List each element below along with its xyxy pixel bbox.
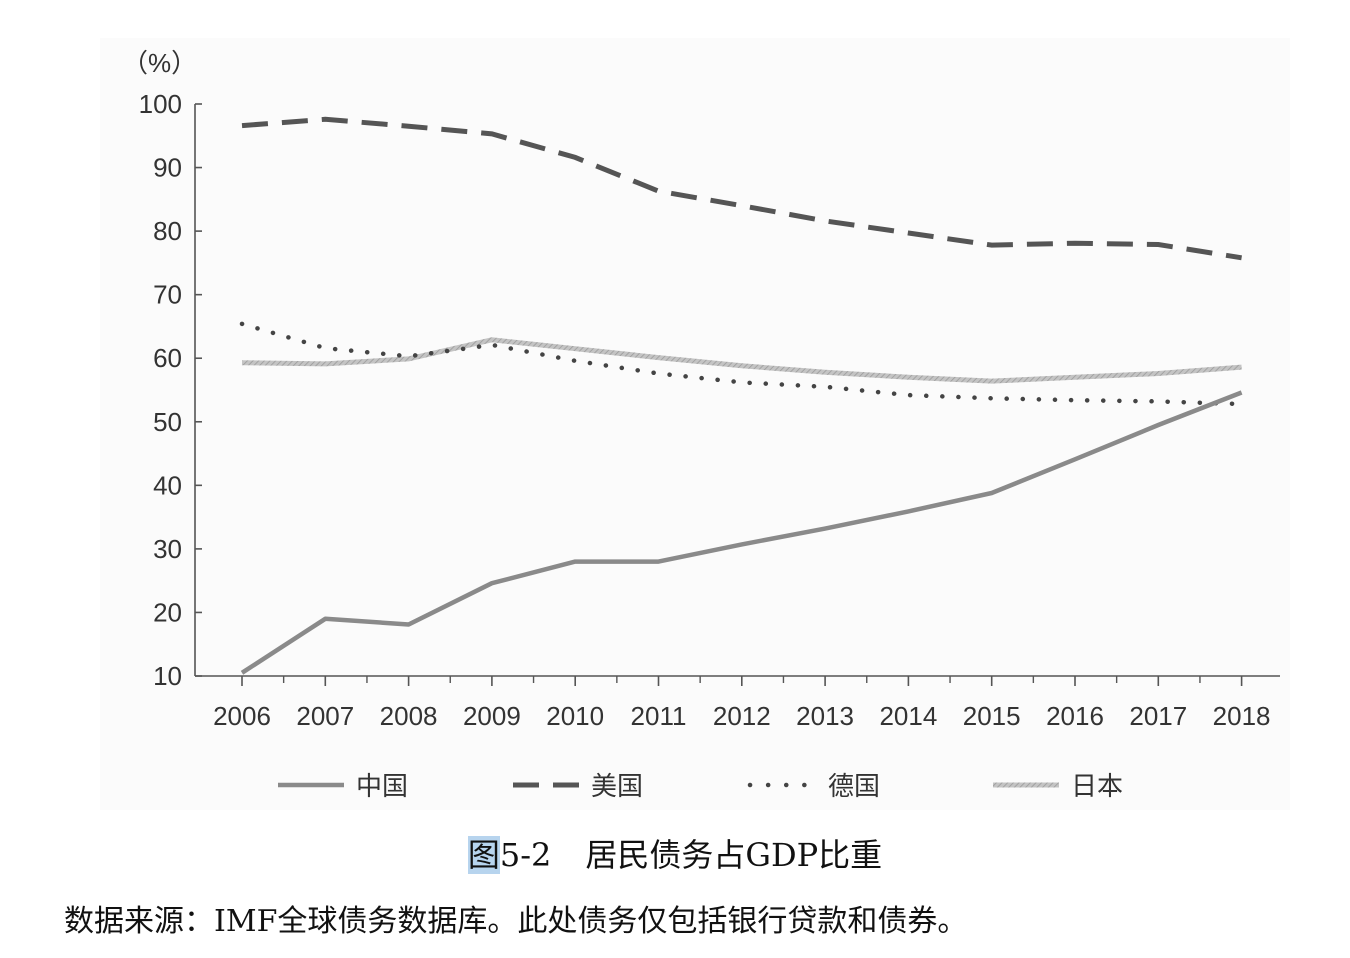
y-tick-label: 100	[139, 89, 182, 119]
series-layer	[239, 116, 1244, 675]
x-tick-label: 2009	[463, 701, 521, 731]
x-tick-label: 2008	[380, 701, 438, 731]
x-tick-label: 2017	[1129, 701, 1187, 731]
legend: 中国 美国 德国 日本	[278, 772, 1123, 802]
legend-label-中国: 中国	[356, 772, 408, 802]
x-tick-label: 2016	[1046, 701, 1104, 731]
y-tick-label: 40	[153, 470, 182, 500]
x-tick-label: 2013	[796, 701, 854, 731]
legend-label-日本: 日本	[1071, 772, 1123, 802]
x-tick-label: 2011	[631, 701, 687, 731]
figure-number: 5-2	[499, 836, 552, 874]
y-tick-label: 30	[153, 534, 182, 564]
legend-label-美国: 美国	[591, 772, 643, 802]
legend-label-德国: 德国	[828, 772, 880, 802]
y-tick-label: 20	[153, 597, 182, 627]
chart-figure: （%） 100 90 80 70 60 50 40 30 20 10 2006 2007 2008 200…	[100, 38, 1290, 810]
x-tick-label: 2015	[963, 701, 1021, 731]
series-line-美国	[241, 116, 1242, 261]
x-tick-label: 2007	[296, 701, 354, 731]
y-tick-label: 70	[153, 280, 182, 310]
x-tick-label: 2012	[713, 701, 771, 731]
y-unit-label: （%）	[122, 48, 197, 78]
x-tick-label: 2014	[879, 701, 937, 731]
x-tick-label: 2006	[213, 701, 271, 731]
y-tick-label: 90	[153, 153, 182, 183]
series-line-中国	[240, 390, 1243, 675]
figure-title: 居民债务占GDP比重	[585, 836, 883, 874]
y-tick-label: 60	[153, 343, 182, 373]
figure-prefix: 图	[467, 836, 500, 874]
y-tick-label: 80	[153, 216, 182, 246]
y-tick-label: 50	[153, 407, 182, 437]
source-note: 数据来源：IMF全球债务数据库。此处债务仅包括银行贷款和债券。	[64, 904, 968, 939]
x-tick-label: 2018	[1213, 701, 1271, 731]
x-tick-label: 2010	[546, 701, 604, 731]
series-line-日本	[241, 337, 1242, 384]
figure-caption: 图5-2 居民债务占GDP比重	[0, 830, 1350, 876]
y-tick-label: 10	[153, 661, 182, 691]
